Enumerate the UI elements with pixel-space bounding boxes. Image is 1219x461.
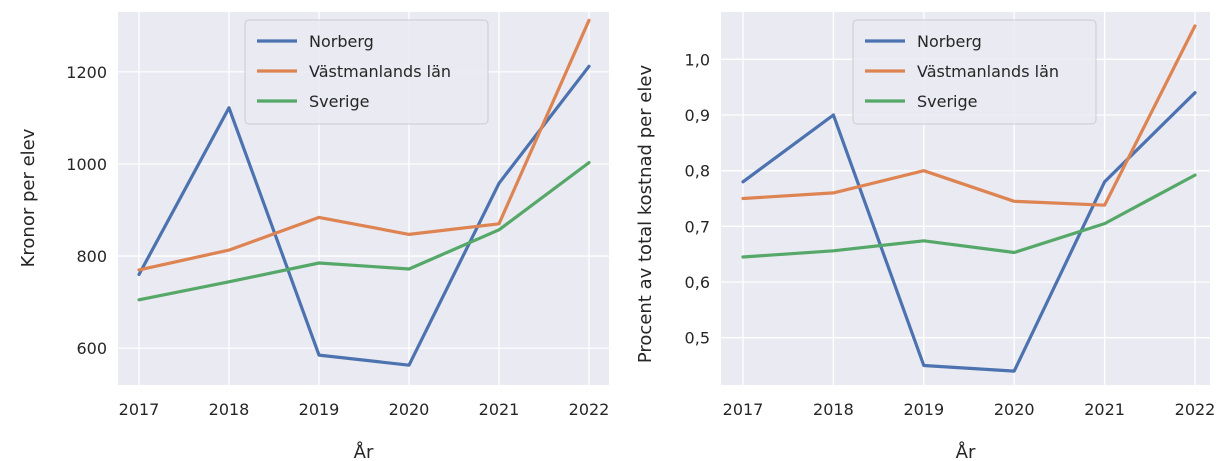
y-axis-label: Kronor per elev (18, 128, 39, 267)
legend-label: Västmanlands län (309, 62, 451, 81)
y-tick-label: 0,5 (685, 329, 710, 348)
y-axis-label: Procent av total kostnad per elev (635, 65, 656, 364)
y-tick-label: 600 (76, 339, 107, 358)
x-tick-label: 2022 (569, 400, 610, 419)
x-tick-label: 2021 (1084, 400, 1125, 419)
x-tick-label: 2017 (723, 400, 764, 419)
y-tick-label: 0,6 (685, 273, 710, 292)
chart-panel-2: 2017 2018 2019 2020 2021 2022 0,5 0,6 0,7 0,8 0,9 1… (635, 12, 1215, 461)
y-tick-label: 0,9 (685, 106, 710, 125)
y-tick-label: 800 (76, 247, 107, 266)
series-line (741, 91, 1197, 373)
y-tick-label: 1,0 (685, 50, 710, 69)
legend: Norberg Västmanlands län Sverige (852, 19, 1097, 125)
legend-label: Sverige (309, 92, 370, 111)
x-tick-label: 2017 (119, 400, 160, 419)
y-tick-label: 1000 (66, 155, 107, 174)
legend-box (244, 19, 489, 125)
x-tick-label: 2018 (209, 400, 250, 419)
x-tick-label: 2019 (299, 400, 340, 419)
chart-panel-1: 2017 2018 2019 2020 2021 2022 600 800 1000 1200 År… (18, 12, 609, 461)
x-tick-label: 2019 (903, 400, 944, 419)
series-line (741, 24, 1197, 207)
x-axis-label: År (354, 441, 374, 461)
legend: Norberg Västmanlands län Sverige (244, 19, 489, 125)
x-tick-label: 2021 (479, 400, 520, 419)
x-tick-label: 2022 (1175, 400, 1216, 419)
legend-label: Norberg (917, 32, 982, 51)
legend-label: Norberg (309, 32, 374, 51)
series-line (137, 64, 591, 367)
y-tick-label: 0,8 (685, 162, 710, 181)
y-tick-label: 0,7 (685, 217, 710, 236)
legend-label: Västmanlands län (917, 62, 1059, 81)
series-line (137, 18, 591, 272)
x-axis-label: År (956, 441, 976, 461)
legend-label: Sverige (917, 92, 978, 111)
x-tick-label: 2018 (813, 400, 854, 419)
series-line (137, 161, 591, 302)
legend-box (852, 19, 1097, 125)
series-line (741, 173, 1197, 259)
x-tick-label: 2020 (994, 400, 1035, 419)
y-tick-label: 1200 (66, 63, 107, 82)
x-tick-label: 2020 (389, 400, 430, 419)
